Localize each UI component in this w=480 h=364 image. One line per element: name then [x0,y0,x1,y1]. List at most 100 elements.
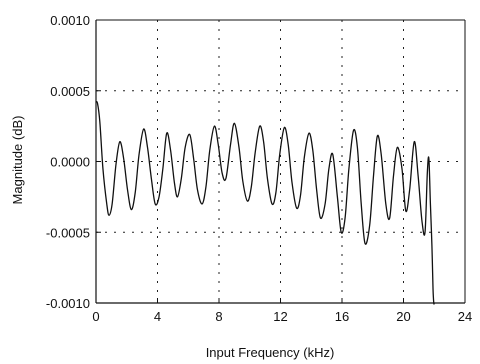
data-point-0-69 [364,243,365,244]
data-point-0-91 [434,302,435,303]
x-tick-label-6: 24 [458,309,472,324]
data-point-0-70 [369,225,370,226]
data-point-0-30 [205,186,206,187]
data-point-0-19 [162,168,163,169]
data-point-0-11 [131,209,132,210]
data-point-0-63 [341,232,342,233]
data-point-0-89 [432,288,433,289]
data-point-0-38 [238,147,239,148]
data-point-0-33 [218,144,219,145]
y-tick-label-2: 0.0000 [50,155,90,170]
data-point-0-52 [296,208,297,209]
data-point-0-26 [189,134,190,135]
x-tick-label-0: 0 [92,309,99,324]
data-point-0-31 [209,150,210,151]
data-point-0-74 [385,203,386,204]
x-tick-label-5: 20 [396,309,410,324]
data-point-0-59 [324,203,325,204]
series-line-0 [95,100,435,305]
data-point-0-24 [181,178,182,179]
data-point-0-67 [357,147,358,148]
data-point-0-15 [147,147,148,148]
data-point-0-34 [221,172,222,173]
data-point-0-14 [143,128,144,129]
x-axis-title: Input Frequency (kHz) [206,345,335,360]
data-point-0-17 [155,203,156,204]
data-point-0-35 [225,178,226,179]
data-point-0-25 [185,147,186,148]
y-axis-title: Magnitude (dB) [10,116,25,205]
data-point-0-6 [112,203,113,204]
data-point-0-32 [214,126,215,127]
data-point-0-22 [174,182,175,183]
data-point-0-0 [95,101,96,102]
data-point-0-16 [151,178,152,179]
data-point-0-48 [279,154,280,155]
data-point-0-86 [428,158,429,159]
y-tick-label-4: 0.0010 [50,13,90,28]
data-point-0-54 [304,157,305,158]
data-point-0-88 [431,246,432,247]
data-point-0-61 [332,154,333,155]
data-point-0-77 [397,147,398,148]
data-point-0-57 [316,189,317,190]
data-point-0-21 [170,150,171,151]
data-point-0-51 [291,182,292,183]
data-point-0-56 [312,150,313,151]
data-point-0-49 [284,127,285,128]
data-point-0-80 [409,189,410,190]
data-point-0-45 [267,178,268,179]
data-point-0-36 [230,144,231,145]
data-point-0-5 [108,215,109,216]
data-point-0-60 [328,168,329,169]
data-point-0-66 [353,130,354,131]
data-point-0-84 [424,232,425,233]
data-point-0-20 [166,133,167,134]
data-point-0-13 [138,154,139,155]
data-point-0-43 [259,126,260,127]
data-point-0-62 [337,196,338,197]
data-point-0-64 [344,218,345,219]
data-point-0-4 [106,203,107,204]
data-point-0-87 [430,203,431,204]
x-tick-label-1: 4 [154,309,161,324]
data-point-0-40 [247,201,248,202]
data-point-0-82 [418,175,419,176]
x-tick-label-4: 16 [335,309,349,324]
data-point-0-50 [288,144,289,145]
y-tick-label-3: 0.0005 [50,84,90,99]
data-point-0-71 [373,175,374,176]
data-point-0-72 [377,135,378,136]
data-point-0-39 [242,181,243,182]
data-point-0-78 [401,168,402,169]
data-point-0-9 [123,158,124,159]
data-point-0-85 [427,172,428,173]
data-point-0-27 [193,158,194,159]
data-point-0-65 [348,168,349,169]
data-point-0-41 [251,186,252,187]
data-point-0-44 [263,141,264,142]
data-point-0-42 [255,152,256,153]
data-point-0-83 [421,220,422,221]
x-tick-label-2: 8 [215,309,222,324]
x-tick-label-3: 12 [273,309,287,324]
data-point-0-81 [414,141,415,142]
data-point-0-12 [135,192,136,193]
data-point-0-58 [320,218,321,219]
data-point-0-75 [389,218,390,219]
data-point-0-53 [300,195,301,196]
data-point-0-76 [393,175,394,176]
data-point-0-55 [308,133,309,134]
data-point-0-28 [197,189,198,190]
data-point-0-2 [99,121,100,122]
y-tick-label-0: -0.0010 [46,296,90,311]
data-point-0-79 [405,210,406,211]
data-point-0-1 [97,103,98,104]
data-point-0-73 [381,154,382,155]
data-point-0-7 [115,164,116,165]
data-point-0-18 [158,196,159,197]
data-point-0-29 [201,203,202,204]
data-point-0-37 [234,123,235,124]
